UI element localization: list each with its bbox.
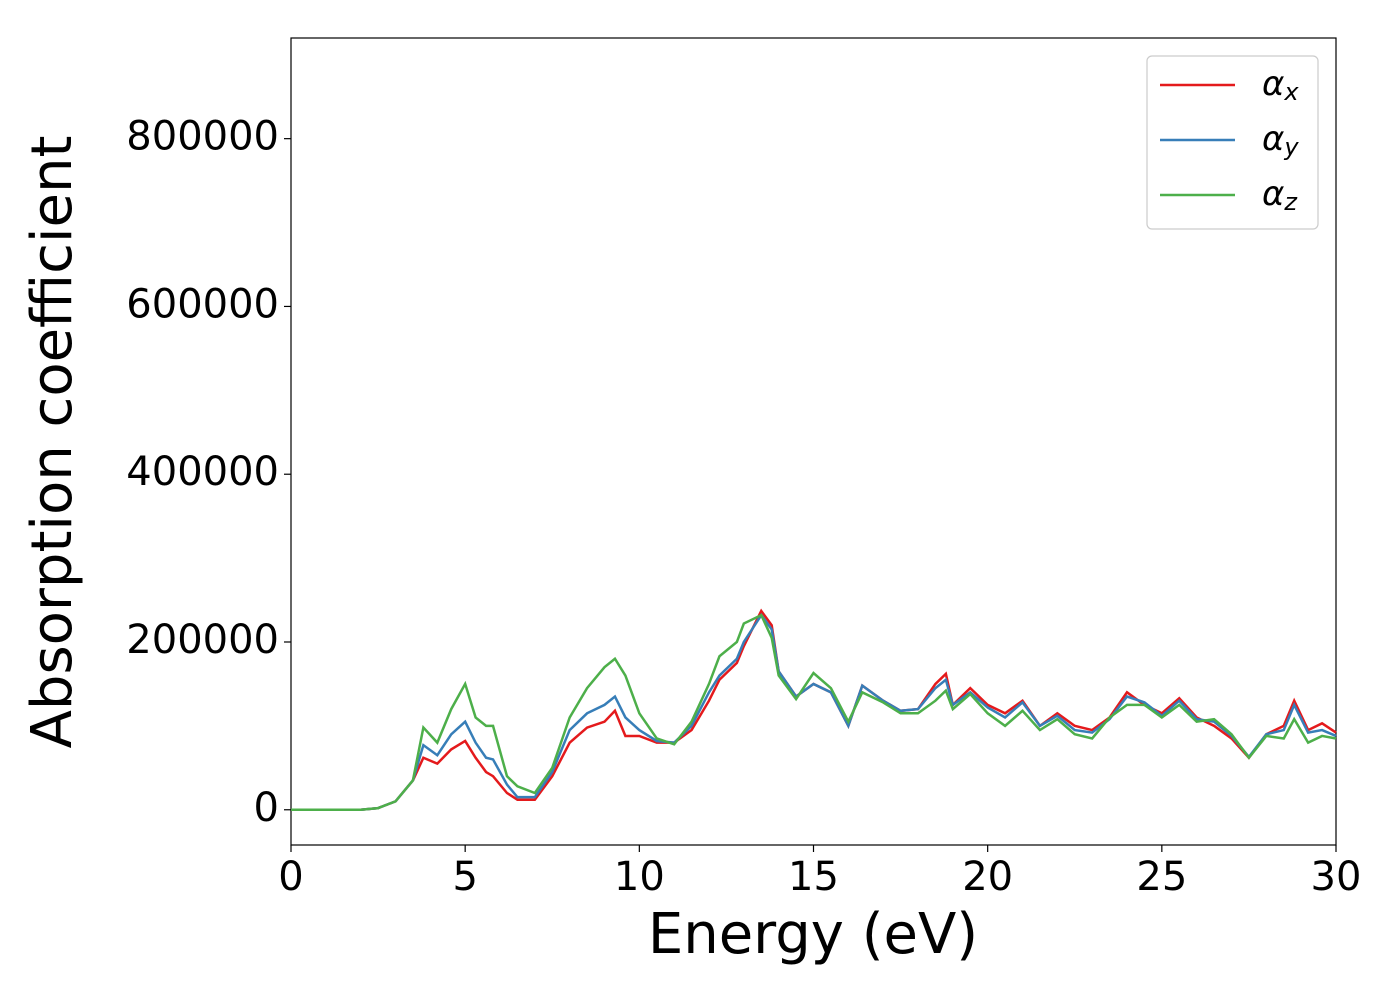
y-tick-label: 800000 [126,114,279,160]
x-tick-label: 0 [278,854,303,900]
x-axis-label: Energy (eV) [648,902,978,967]
x-tick-label: 15 [788,854,839,900]
data-line [291,612,1337,812]
y-tick-label: 600000 [126,281,279,327]
y-tick-label: 400000 [126,449,279,495]
x-tick-label: 25 [1136,854,1187,900]
x-tick-label: 30 [1311,854,1362,900]
y-axis-label: Absorption coefficient [20,136,85,749]
legend-label: αy [1262,119,1299,162]
data-line [291,613,1337,812]
legend-frame [1146,55,1319,230]
y-tick-label: 200000 [126,617,279,663]
x-tick-label: 5 [452,854,477,900]
x-tick-label: 10 [614,854,665,900]
data-line [291,608,1337,812]
legend-label: αx [1262,64,1299,107]
x-tick-label: 20 [962,854,1013,900]
legend-label: αz [1262,174,1298,217]
y-tick-label: 0 [254,785,279,831]
